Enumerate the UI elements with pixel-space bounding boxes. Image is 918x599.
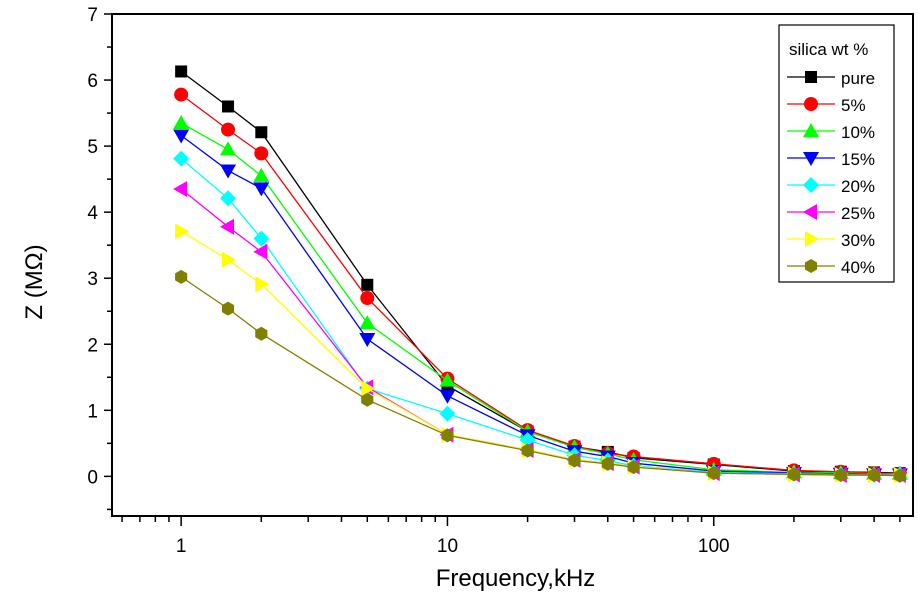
data-point [222,100,235,113]
legend-marker [803,152,819,166]
legend-label: 20% [841,177,875,196]
legend-label: 5% [841,96,866,115]
data-point [221,301,235,316]
legend-item: 25% [787,204,875,223]
legend-marker [805,71,817,83]
series-layer [173,65,908,484]
data-point [439,405,456,422]
legend-label: pure [841,69,875,88]
y-tick-label: 1 [87,401,98,422]
legend-marker [804,259,818,273]
legend-marker [803,123,819,137]
plot-frame [111,13,914,517]
data-point [175,269,188,284]
data-point [521,443,534,458]
x-tick-label: 10 [437,536,458,557]
data-point [220,218,235,235]
x-tick-label: 100 [698,536,730,557]
legend-marker [803,204,817,220]
legend-box [778,24,895,283]
data-point [175,223,190,240]
legend-items: pure 5% 10% 15% 20% 25% 30% 40% [787,69,875,277]
legend-marker [805,231,819,247]
series-line [180,94,900,475]
data-point [220,141,237,156]
y-tick-label: 7 [87,5,98,26]
data-point [173,150,190,167]
data-point [221,122,236,137]
legend-label: 40% [841,258,875,277]
legend: silica wt % pure 5% 10% 15% 20% 25% 30% 40% [778,24,895,283]
data-point [441,428,454,443]
data-point [253,243,268,260]
data-point [834,468,847,483]
data-point [222,251,237,268]
data-point [893,468,906,483]
data-point [361,392,374,407]
data-point [707,466,720,481]
legend-title: silica wt % [789,40,868,59]
data-point [175,65,188,78]
legend-label: 25% [841,204,875,223]
legend-item: 15% [787,150,875,169]
series-line [180,276,900,477]
y-tick-label: 5 [87,137,98,158]
legend-label: 15% [841,150,875,169]
data-point [255,276,270,293]
data-point [361,278,374,291]
data-point [359,332,376,347]
legend-label: 10% [841,123,875,142]
data-point [360,291,375,306]
legend-marker [803,177,819,193]
data-point [568,453,581,468]
legend-marker [804,97,818,111]
data-point [439,389,456,404]
data-point [787,467,800,482]
y-tick-label: 6 [87,71,98,92]
data-point [253,230,270,247]
data-point [220,190,237,207]
data-point [254,146,269,161]
data-point [439,372,456,387]
series-line [180,122,900,475]
data-point [868,468,881,483]
legend-item: pure [787,69,875,88]
data-point [253,182,270,197]
y-tick-label: 4 [87,203,98,224]
series-line [180,135,900,476]
y-tick-label: 2 [87,335,98,356]
data-point [173,129,190,144]
legend-item: 20% [787,177,875,196]
legend-item: 10% [787,123,875,142]
legend-item: 30% [787,231,875,250]
data-point [173,114,190,129]
legend-label: 30% [841,231,875,250]
x-axis-title: Frequency,kHz [436,565,596,592]
y-tick-label: 3 [87,269,98,290]
legend-item: 40% [787,258,875,277]
legend-item: 5% [787,96,866,115]
data-point [173,181,188,198]
data-point [174,87,189,102]
data-point [627,460,640,475]
y-tick-label: 0 [87,467,98,488]
data-point [601,456,614,471]
data-point [253,167,270,182]
y-axis-title: Z (MΩ) [21,244,48,319]
data-point [255,326,268,341]
axes-layer: 0 1 2 3 4 5 6 7 1 10 100 [87,5,901,557]
series-40pct [175,269,906,483]
data-point [359,315,376,330]
data-point [361,380,376,397]
data-point [255,126,268,139]
data-point [220,164,237,179]
x-tick-label: 1 [176,536,187,557]
